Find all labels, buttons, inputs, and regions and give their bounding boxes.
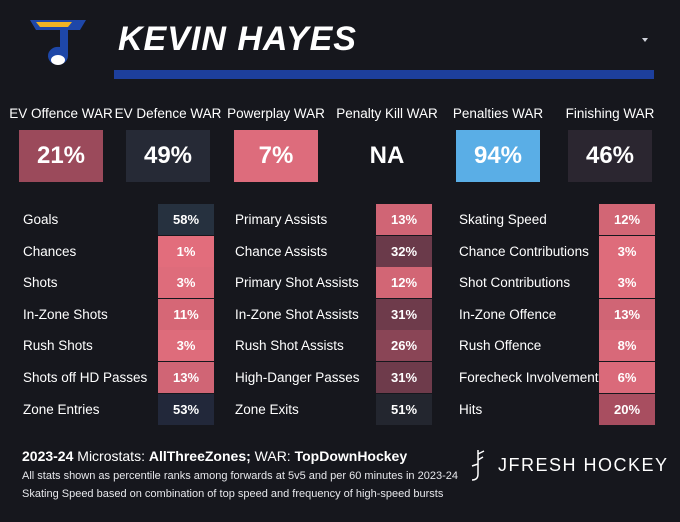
stat-label: Zone Entries [23,402,100,417]
stat-label: Forecheck Involvement [459,370,599,385]
stat-value: 3% [599,267,655,298]
stat-value: 8% [599,330,655,361]
stat-value: 6% [599,362,655,393]
stat-value: 12% [599,204,655,235]
dropdown-caret-icon[interactable] [642,38,648,42]
footer-war-label: WAR: [254,448,291,464]
stat-value: 58% [158,204,214,235]
brand-name: JFRESH HOCKEY [498,454,669,475]
stat-label: Shots off HD Passes [23,370,148,385]
stat-value: 31% [376,362,432,393]
stat-value: 12% [376,267,432,298]
stat-value: 3% [158,267,214,298]
stat-label: Shots [23,275,58,290]
footer-war-source: TopDownHockey [294,448,408,464]
stat-value: 1% [158,236,214,267]
stat-value: 3% [599,236,655,267]
brand: JFRESH HOCKEY [466,448,669,482]
jfresh-logo-icon [471,450,485,481]
stat-value: 31% [376,299,432,330]
stat-label: In-Zone Shot Assists [235,307,359,322]
footer-note-percentiles: All stats shown as percentile ranks amon… [22,470,458,482]
stat-label: Rush Shots [23,338,93,353]
stat-label: Goals [23,212,59,227]
player-name: KEVIN HAYES [118,20,357,58]
war-value: 94% [456,130,540,182]
stat-value: 53% [158,394,214,425]
stat-value: 26% [376,330,432,361]
stat-label: Chance Assists [235,244,328,259]
war-label: Penalties WAR [452,106,544,121]
stat-label: Primary Assists [235,212,328,227]
stat-label: Hits [459,402,483,417]
stat-value: 13% [599,299,655,330]
blues-logo-icon [30,20,86,65]
stat-value: 51% [376,394,432,425]
war-label: EV Defence WAR [114,106,222,121]
stat-label: Shot Contributions [459,275,571,290]
footer-microstats-label: Microstats: [77,448,145,464]
war-label: Finishing WAR [565,106,655,121]
war-label: Powerplay WAR [227,106,325,121]
stat-label: Chance Contributions [459,244,589,259]
stat-value: 3% [158,330,214,361]
stat-label: High-Danger Passes [235,370,360,385]
footer-microstats-source: AllThreeZones; [148,448,251,464]
war-label: EV Offence WAR [9,106,113,121]
footer-title: 2023-24 Microstats: AllThreeZones; WAR: … [22,448,407,464]
footer-season: 2023-24 [22,448,74,464]
war-value: 7% [234,130,318,182]
footer-note-skating: Skating Speed based on combination of to… [22,488,444,500]
stat-value: 20% [599,394,655,425]
stat-value: 11% [158,299,214,330]
stat-label: Chances [23,244,77,259]
stat-value: 32% [376,236,432,267]
war-value: 46% [568,130,652,182]
stat-label: In-Zone Offence [459,307,557,322]
stat-label: Zone Exits [235,402,299,417]
stat-label: Rush Offence [459,338,542,353]
war-value: 21% [19,130,103,182]
war-label: Penalty Kill WAR [336,106,438,121]
war-value: 49% [126,130,210,182]
stat-label: Rush Shot Assists [235,338,344,353]
stat-value: 13% [376,204,432,235]
header-divider [114,70,654,79]
stat-label: Skating Speed [459,212,547,227]
war-value: NA [345,130,429,182]
stat-label: In-Zone Shots [23,307,108,322]
stat-value: 13% [158,362,214,393]
stat-label: Primary Shot Assists [235,275,359,290]
